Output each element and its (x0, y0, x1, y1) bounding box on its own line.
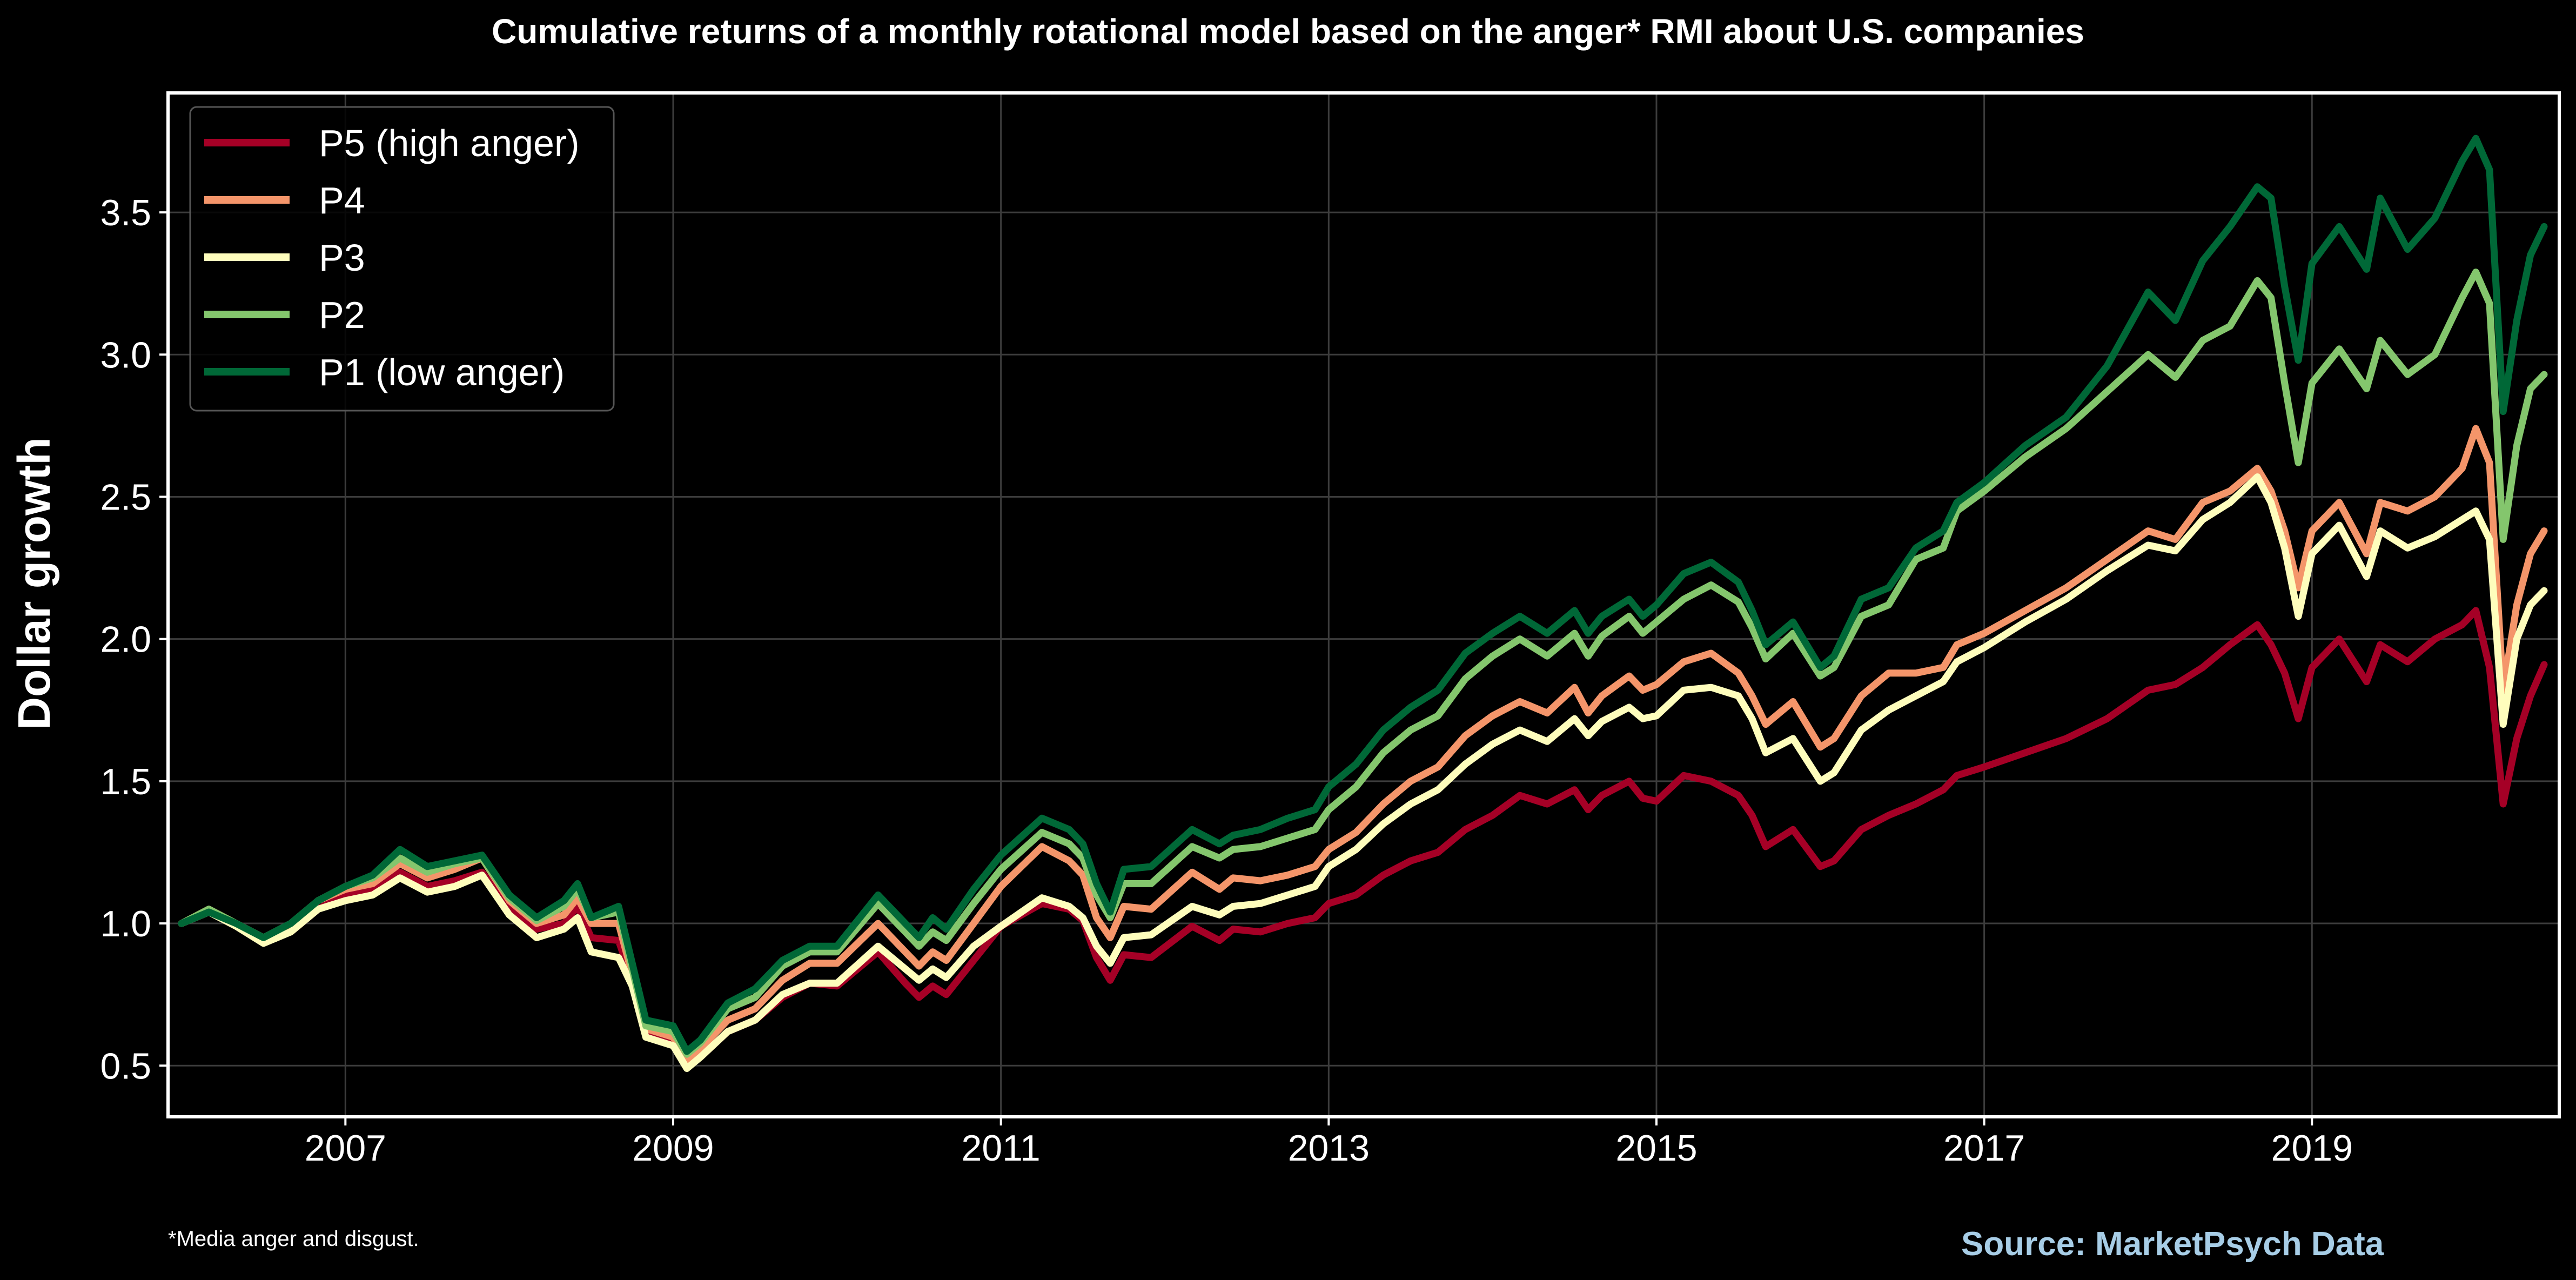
y-axis-ticks: 0.5 1.0 1.5 2.0 2.5 3.0 3.5 (100, 192, 168, 1087)
plot-frame (166, 91, 2561, 1118)
footnote: *Media anger and disgust. (168, 1227, 419, 1251)
chart-title: Cumulative returns of a monthly rotation… (492, 12, 2084, 51)
y-tick-label: 2.0 (100, 619, 151, 660)
y-tick-label: 0.5 (100, 1046, 151, 1087)
series-line-p4 (178, 425, 2548, 1064)
legend: P5 (high anger) P4 P3 P2 P1 (low anger) (189, 106, 615, 412)
x-tick-label: 2007 (305, 1128, 386, 1169)
legend-box (189, 106, 615, 412)
x-tick-label: 2013 (1288, 1128, 1370, 1169)
legend-label: P3 (319, 237, 365, 279)
y-tick-label: 1.5 (100, 761, 151, 802)
x-tick-label: 2015 (1615, 1128, 1697, 1169)
y-axis-label: Dollar growth (9, 437, 59, 729)
series-line-p3 (178, 473, 2548, 1072)
x-tick-label: 2017 (1943, 1128, 2025, 1169)
legend-label: P2 (319, 294, 365, 336)
y-tick-label: 3.0 (100, 334, 151, 376)
y-tick-label: 3.5 (100, 192, 151, 233)
y-tick-label: 1.0 (100, 903, 151, 944)
series-lines (178, 135, 2548, 1072)
legend-label: P4 (319, 179, 365, 222)
series-line-p5 (178, 607, 2548, 1069)
series-line-p1 (178, 135, 2548, 1055)
x-tick-label: 2011 (962, 1128, 1041, 1169)
x-axis-ticks: 2007 2009 2011 2013 2015 2017 2019 (305, 1117, 2353, 1169)
x-tick-label: 2019 (2271, 1128, 2353, 1169)
y-tick-label: 2.5 (100, 477, 151, 518)
source-credit: Source: MarketPsych Data (1961, 1225, 2384, 1263)
legend-label: P5 (high anger) (319, 122, 580, 164)
legend-label: P1 (low anger) (319, 351, 565, 393)
x-tick-label: 2009 (632, 1128, 714, 1169)
